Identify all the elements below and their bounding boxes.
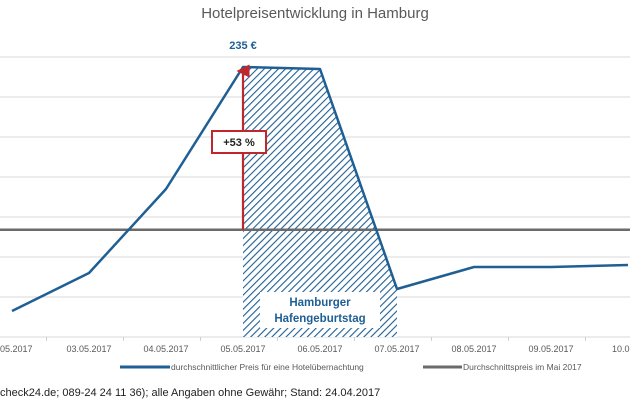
legend-label-average: Durchschnittspreis im Mai 2017 <box>463 362 582 372</box>
event-hatch-area <box>243 67 397 337</box>
x-axis-label: 09.05.2017 <box>528 344 573 354</box>
x-axis-label: 03.05.2017 <box>66 344 111 354</box>
x-axis-ticks <box>46 337 586 341</box>
event-label: Hamburger Hafengeburtstag <box>260 292 380 328</box>
legend-label-price: durchschnittlicher Preis für eine Hotelü… <box>171 362 364 372</box>
increase-badge: +53 % <box>211 130 267 154</box>
x-axis-labels: 05.2017 03.05.2017 04.05.2017 05.05.2017 06.… <box>0 344 630 354</box>
increase-badge-box <box>211 130 267 154</box>
x-axis-label: 07.05.2017 <box>374 344 419 354</box>
x-axis-label: 06.05.2017 <box>297 344 342 354</box>
chart-title: Hotelpreisentwicklung in Hamburg <box>201 5 429 22</box>
x-axis-label: 10.0 <box>612 344 630 354</box>
event-label-box <box>260 292 380 328</box>
peak-value-label: 235 € <box>229 40 257 52</box>
source-note: check24.de; 089-24 24 11 36); alle Angab… <box>0 387 380 399</box>
x-axis-label: 08.05.2017 <box>451 344 496 354</box>
x-axis-label: 05.05.2017 <box>220 344 265 354</box>
increase-badge-label: +53 % <box>223 137 255 149</box>
x-axis-label: 04.05.2017 <box>143 344 188 354</box>
event-shaded-area <box>243 67 397 337</box>
x-axis-label: 05.2017 <box>0 344 33 354</box>
event-label-line2: Hafengeburtstag <box>274 313 365 325</box>
legend: durchschnittlicher Preis für eine Hotelü… <box>120 362 582 372</box>
event-label-line1: Hamburger <box>289 297 351 309</box>
